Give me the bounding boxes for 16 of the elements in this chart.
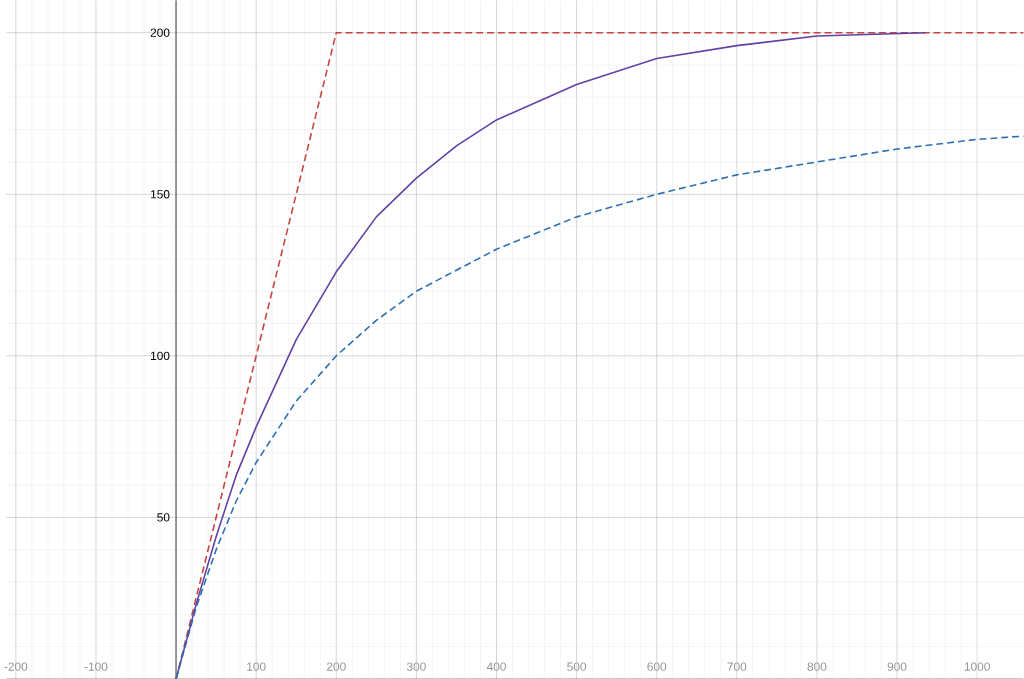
y-tick-label: 150 bbox=[151, 189, 170, 199]
y-tick-label: 100 bbox=[151, 351, 170, 360]
x-tick-label: 300 bbox=[406, 662, 426, 671]
x-tick-label: 900 bbox=[887, 662, 907, 671]
x-tick-label: 800 bbox=[807, 662, 827, 671]
x-tick-label: 600 bbox=[647, 662, 667, 671]
y-tick-label: 50 bbox=[157, 513, 170, 522]
x-tick-label: 400 bbox=[486, 662, 506, 671]
x-tick-label: 100 bbox=[247, 662, 266, 671]
x-tick-label: 200 bbox=[326, 662, 346, 671]
x-tick-label: 700 bbox=[727, 662, 747, 671]
x-tick-label: 1000 bbox=[964, 662, 990, 671]
x-tick-label: -100 bbox=[84, 662, 108, 671]
x-tick-label: -200 bbox=[4, 662, 28, 671]
y-tick-label: 200 bbox=[150, 28, 170, 37]
x-tick-label: 500 bbox=[567, 662, 587, 671]
